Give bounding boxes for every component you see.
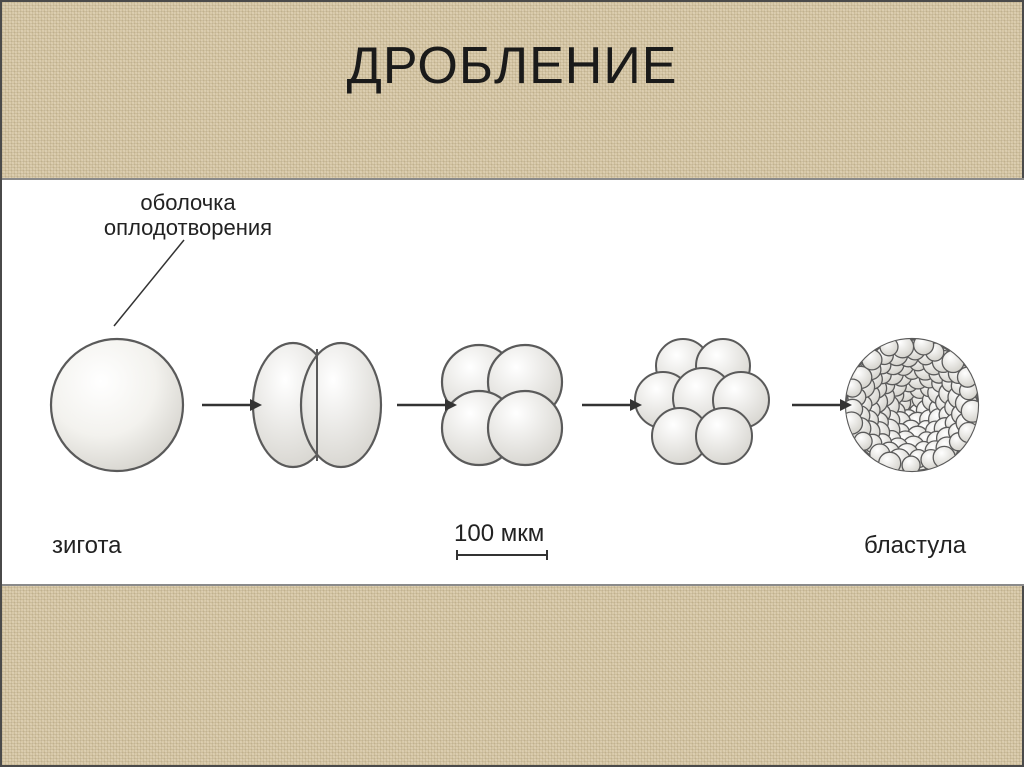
callout-leader [2,180,262,360]
stage-8cell [628,328,778,478]
diagram-panel: оболочка оплодотворения [2,178,1024,586]
arrow-1 [200,396,264,414]
scale-text: 100 мкм [454,520,544,548]
slide-title: ДРОБЛЕНИЕ [2,36,1022,96]
stage-2cell [247,335,387,475]
slide-canvas: ДРОБЛЕНИЕ оболочка оплодотворения [0,0,1024,767]
arrow-2 [395,396,459,414]
label-zygote: зигота [52,532,122,560]
stage-zygote [47,335,187,475]
label-blastula: бластула [864,532,966,560]
stage-blastula [842,335,982,475]
arrow-4 [790,396,854,414]
scale-bar [452,548,552,562]
arrow-3 [580,396,644,414]
